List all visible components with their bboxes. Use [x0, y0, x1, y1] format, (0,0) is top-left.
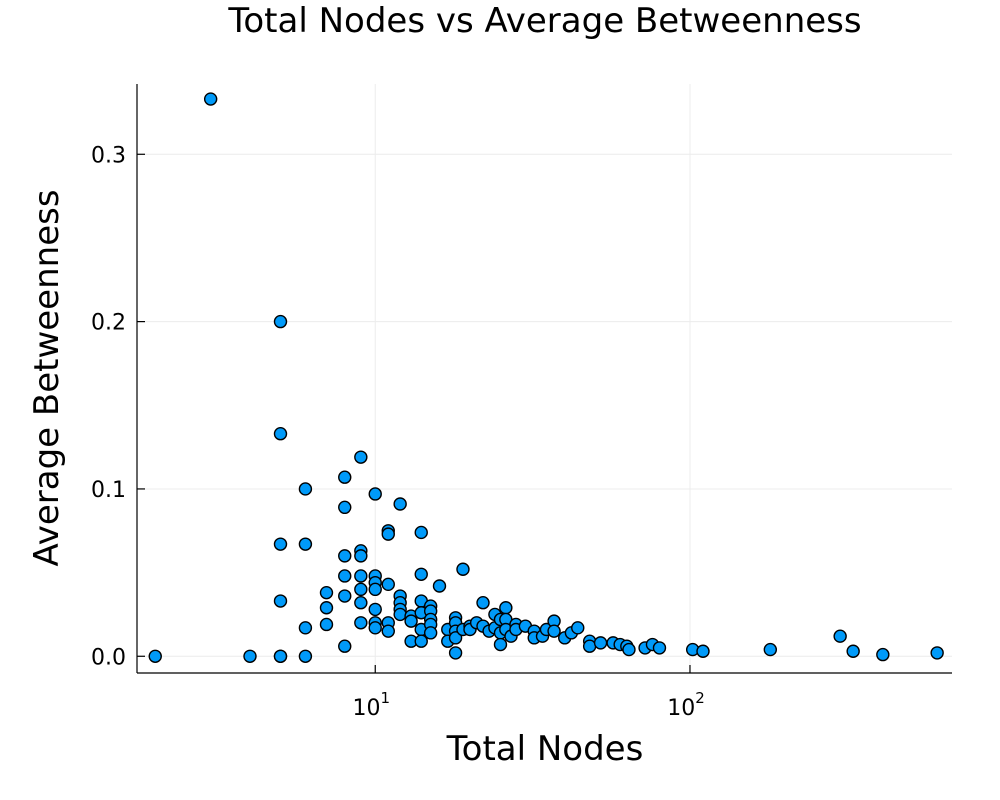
- scatter-point: [846, 644, 860, 658]
- chart-title: Total Nodes vs Average Betweenness: [227, 1, 861, 41]
- scatter-point: [493, 637, 508, 652]
- scatter-point: [368, 621, 382, 635]
- scatter-point: [148, 649, 162, 663]
- scatter-point: [354, 569, 368, 583]
- y-tick-label: 0.2: [91, 311, 126, 336]
- scatter-point: [622, 642, 636, 657]
- axes: 0.0 0.1 0.2 0.3 101 102: [91, 84, 952, 721]
- scatter-point: [273, 649, 288, 663]
- y-tick-label: 0.0: [91, 645, 126, 670]
- scatter-point: [319, 601, 334, 615]
- scatter-point: [582, 639, 597, 653]
- scatter-point: [298, 482, 313, 496]
- scatter-point: [298, 537, 313, 551]
- scatter-point: [368, 602, 382, 617]
- scatter-point: [338, 589, 352, 603]
- scatter-point: [273, 314, 288, 329]
- scatter-point: [696, 644, 710, 658]
- scatter-point: [354, 582, 368, 597]
- scatter-point: [319, 617, 334, 632]
- y-tick-label: 0.1: [91, 478, 126, 503]
- scatter-point: [499, 601, 513, 615]
- scatter-point: [381, 527, 395, 541]
- scatter-point: [354, 549, 368, 563]
- scatter-point: [414, 634, 428, 648]
- scatter-point: [456, 562, 470, 576]
- scatter-point: [354, 616, 368, 630]
- scatter-point: [423, 626, 438, 640]
- scatter-point: [273, 427, 288, 441]
- scatter-point: [448, 631, 463, 645]
- y-axis-label: Average Betweenness: [27, 189, 67, 566]
- scatter-point: [432, 579, 447, 593]
- scatter-point: [381, 577, 395, 592]
- scatter-point: [354, 450, 368, 464]
- scatter-point: [368, 487, 382, 501]
- scatter-point: [393, 607, 407, 622]
- scatter-point: [319, 585, 334, 600]
- scatter-point: [368, 582, 382, 597]
- scatter-point: [338, 639, 352, 653]
- scatter-point: [354, 596, 368, 610]
- scatter-point: [298, 621, 313, 635]
- scatter-point: [338, 569, 352, 583]
- scatter-point: [593, 636, 608, 650]
- scatter-point: [393, 497, 407, 511]
- scatter-point: [652, 641, 667, 655]
- scatter-point: [414, 525, 428, 540]
- scatter-point: [547, 624, 561, 638]
- scatter-point: [338, 549, 352, 563]
- scatter-point: [571, 621, 585, 635]
- scatter-point: [273, 537, 288, 551]
- grid: [137, 84, 952, 673]
- scatter-point: [448, 646, 463, 660]
- scatter-point: [476, 596, 490, 610]
- scatter-point: [338, 500, 352, 515]
- x-tick-label: 101: [352, 689, 390, 721]
- scatter-point: [414, 567, 428, 581]
- scatter-point: [381, 624, 395, 638]
- scatter-point: [930, 646, 944, 660]
- scatter-point: [404, 614, 418, 628]
- data-points: [148, 92, 944, 663]
- scatter-point: [876, 647, 890, 662]
- scatter-point: [203, 92, 218, 106]
- scatter-point: [338, 470, 352, 484]
- scatter-point: [298, 649, 313, 663]
- x-axis-label: Total Nodes: [446, 729, 644, 769]
- x-tick-label: 102: [667, 689, 705, 721]
- scatter-point: [243, 649, 257, 663]
- scatter-point: [833, 629, 847, 643]
- scatter-point: [273, 594, 288, 608]
- y-tick-label: 0.3: [91, 143, 126, 168]
- scatter-point: [763, 642, 778, 657]
